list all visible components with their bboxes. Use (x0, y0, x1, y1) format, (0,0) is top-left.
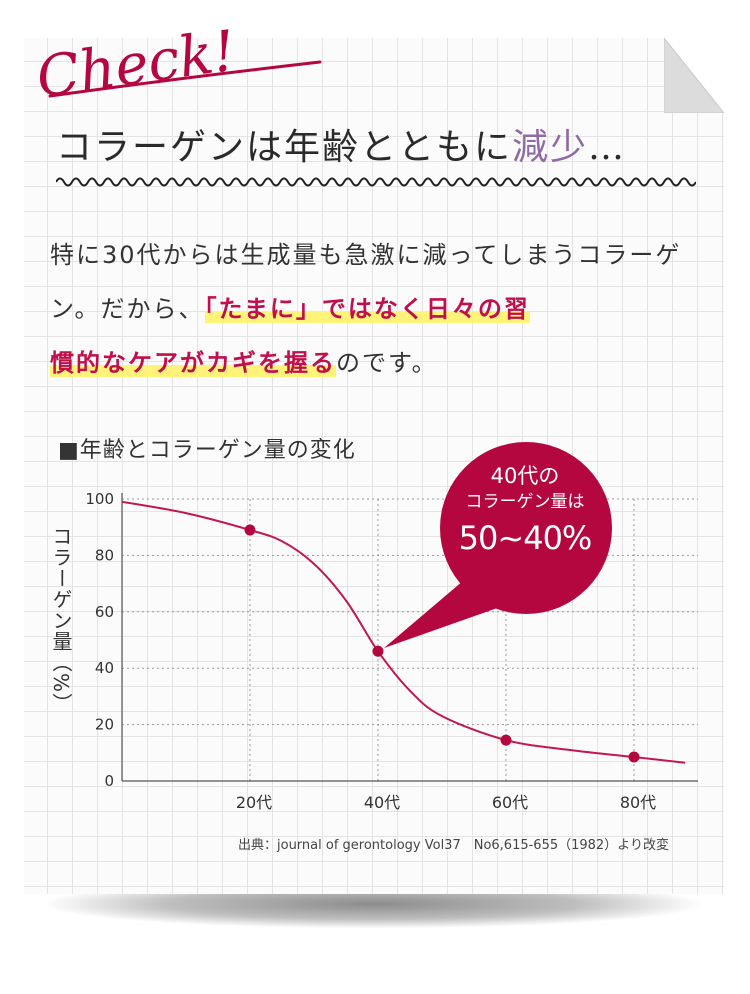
data-point-marker (244, 524, 256, 536)
chart-heading: ■年齢とコラーゲン量の変化 (58, 438, 356, 463)
y-tick-label: 0 (104, 772, 114, 790)
headline-accent: 減少 (512, 127, 589, 168)
y-tick-label: 60 (95, 603, 114, 621)
y-tick-label: 40 (95, 659, 114, 677)
source-citation: 出典：journal of gerontology Vol37 No6,615-… (238, 838, 669, 853)
check-underline (48, 60, 322, 98)
chart-grid (122, 498, 698, 781)
data-point-marker (372, 645, 384, 657)
intro-text: 特に30代からは生成量も急激に減ってしまうコラーゲン。だから、「たまに」ではなく… (50, 228, 710, 390)
callout-line-2: コラーゲン量は (465, 492, 585, 512)
page-fold-corner (664, 38, 724, 113)
highlight-phrase-2: 慣的なケアがカギを握る (50, 349, 336, 377)
callout-line-3: 50~40% (458, 519, 593, 557)
intro-line: 特に30代からは生成量も急激に減ってしまうコラーゲン。だから、 (50, 241, 682, 323)
data-markers (244, 524, 640, 763)
intro-ending: のです。 (336, 349, 438, 377)
headline: コラーゲンは年齢とともに減少… (56, 118, 626, 170)
callout-bubble (384, 442, 612, 648)
y-tick-label: 80 (95, 546, 114, 564)
headline-main: コラーゲンは年齢とともに (56, 127, 513, 168)
x-tick-label: 20代 (236, 793, 272, 812)
x-tick-label: 60代 (492, 793, 528, 812)
y-tick-label: 20 (95, 716, 114, 734)
callout-line-1: 40代の (490, 464, 560, 488)
x-tick-labels: 20代 40代 60代 80代 (236, 793, 656, 812)
x-tick-label: 40代 (364, 793, 400, 812)
x-tick-label: 80代 (620, 793, 656, 812)
callout-text: 40代の コラーゲン量は 50~40% (440, 462, 610, 562)
data-point-marker (500, 734, 512, 746)
headline-ellipsis: … (588, 127, 627, 168)
y-tick-labels: 0 20 40 60 80 100 (85, 490, 114, 790)
highlight-phrase-1: 「たまに」ではなく日々の習 (204, 295, 530, 323)
data-point-marker (628, 751, 640, 763)
y-tick-label: 100 (85, 490, 114, 508)
callout-circle (440, 442, 612, 614)
wavy-divider (56, 177, 696, 187)
chart-axes (121, 493, 698, 782)
check-badge: Check! (33, 19, 322, 111)
y-axis-label: コラーゲン量（%） (49, 526, 73, 715)
